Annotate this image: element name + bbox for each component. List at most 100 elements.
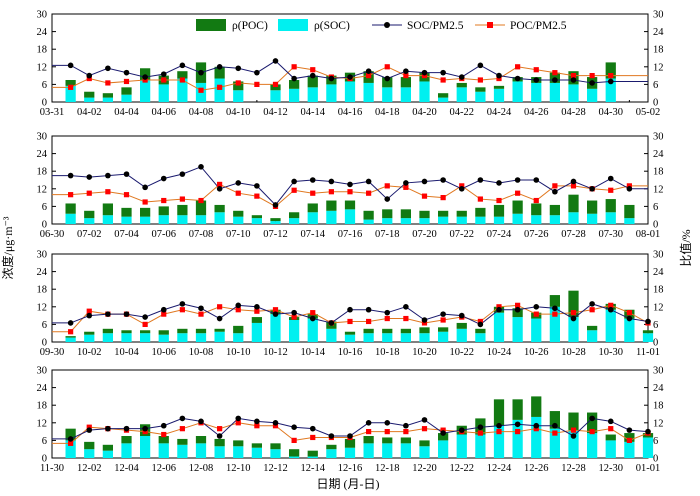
poc-ratio-marker [608,302,614,308]
soc-ratio-marker [309,315,316,322]
soc-bar [289,218,300,224]
y2-tick-label: 0 [653,338,658,349]
poc-bar [84,91,95,98]
soc-bar [140,216,151,224]
poc-ratio-marker [440,77,446,83]
legend-soc-label: ρ(SOC) [314,20,350,32]
soc-ratio-marker [309,425,316,432]
poc-ratio-marker [496,304,502,310]
soc-bar [326,328,337,342]
x-tick-label: 04-26 [524,107,549,118]
poc-ratio-marker [68,192,74,198]
soc-bar [382,218,393,224]
poc-ratio-marker [86,308,92,314]
soc-ratio-marker [123,171,130,177]
poc-bar [102,93,113,98]
poc-ratio-marker [310,190,316,196]
soc-ratio-marker [421,417,428,423]
poc-ratio-marker [384,429,390,435]
poc-ratio-marker [477,196,483,202]
poc-ratio-marker [570,183,577,189]
poc-bar [102,203,113,216]
poc-bar [121,87,132,95]
soc-ratio-marker [67,436,74,442]
soc-bar [549,428,560,458]
chart-panel-3: 0 0 6 6 12 12 18 18 24 24 30 30 09-30 10-02 10-04 10-06… [37,250,665,359]
poc-bar [382,209,393,219]
poc-ratio-marker [626,183,632,189]
y2-tick-label: 30 [653,132,664,143]
soc-ratio-marker [235,302,242,309]
soc-bar [624,441,635,458]
poc-bar [549,295,560,307]
x-tick-label: 04-12 [263,107,288,118]
soc-bar [438,331,449,342]
poc-bar [195,200,207,216]
soc-bar [326,210,337,224]
soc-bar [400,333,411,342]
poc-ratio-marker [608,73,614,79]
x-tick-label: 04-10 [226,107,251,118]
x-tick-label: 12-04 [114,463,139,474]
poc-ratio-marker [254,81,260,87]
x-tick-label: 12-16 [338,463,363,474]
y2-tick-label: 6 [653,202,658,213]
soc-ratio-marker [160,175,167,182]
poc-bar [270,84,281,91]
poc-bar [568,412,579,431]
soc-ratio-marker [514,421,521,428]
soc-bar [158,443,169,458]
x-tick-label: 04-22 [450,107,475,118]
poc-ratio-marker [384,183,390,189]
x-tick-label: 04-20 [412,107,437,118]
soc-bar [344,447,356,458]
soc-ratio-marker [86,174,93,180]
x-tick-label: 08-01 [636,229,661,240]
soc-bar [438,97,449,102]
soc-ratio-marker [291,75,297,82]
soc-bar [65,440,76,458]
poc-bar [214,328,225,332]
soc-ratio-marker [365,420,372,426]
x-tick-label: 01-01 [636,463,661,474]
y2-tick-label: 24 [653,267,664,278]
soc-bar [568,317,579,342]
right-axis-title: 比值/% [678,229,693,266]
soc-bar [344,81,356,102]
poc-ratio-marker [552,311,558,317]
poc-bar [307,203,318,213]
soc-ratio-marker [272,202,279,208]
poc-ratio-marker [198,197,204,204]
soc-ratio-marker [403,422,409,429]
soc-bar [456,87,467,102]
poc-bar [382,328,393,334]
soc-bar [512,419,523,458]
poc-bar [102,444,113,451]
poc-ratio-marker [86,424,92,430]
x-tick-label: 04-04 [114,107,139,118]
soc-ratio-marker [179,415,186,422]
poc-bar [84,441,95,450]
soc-ratio-marker [86,72,93,79]
poc-bar [158,436,169,444]
soc-ratio-marker [347,181,353,188]
poc-bar [512,399,523,420]
soc-ratio-marker [123,425,130,432]
poc-ratio-marker [366,190,372,196]
y-tick-label: 24 [37,149,48,160]
soc-bar [512,317,523,342]
poc-ratio-marker [328,189,334,195]
poc-bar [158,330,169,335]
soc-ratio-marker [123,69,130,76]
poc-bar [512,308,523,318]
x-tick-label: 12-20 [412,463,437,474]
poc-bar [233,81,244,91]
x-tick-label: 07-30 [599,229,624,240]
soc-ratio-marker [160,71,167,77]
poc-ratio-marker [68,440,74,446]
y-tick-label: 18 [37,167,48,178]
soc-ratio-marker [440,69,446,76]
x-tick-label: 07-20 [412,229,437,240]
soc-bar [531,215,542,224]
